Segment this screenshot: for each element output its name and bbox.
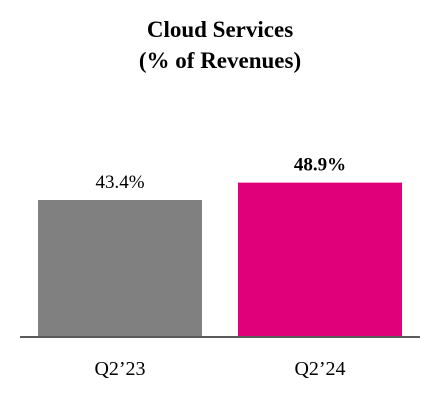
bar-q2-24: [238, 182, 402, 337]
x-tick-label-q2-24: Q2’24: [294, 358, 345, 380]
labels-group: 43.4% Q2’23 48.9% Q2’24: [94, 155, 346, 380]
bar-q2-23: [38, 200, 202, 337]
chart-title-line-2: (% of Revenues): [138, 48, 302, 73]
bars-group: [38, 182, 402, 337]
data-label-q2-23: 43.4%: [95, 172, 144, 193]
chart-title-line-1: Cloud Services: [146, 17, 294, 42]
chart-title: Cloud Services (% of Revenues): [0, 14, 440, 76]
x-tick-label-q2-23: Q2’23: [94, 358, 145, 380]
data-label-q2-24: 48.9%: [294, 155, 346, 176]
